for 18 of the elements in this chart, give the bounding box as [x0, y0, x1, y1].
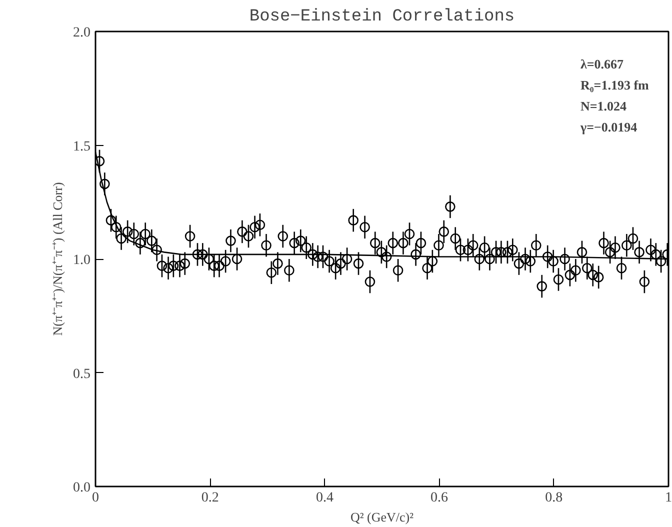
annotation: N=1.024	[580, 98, 628, 114]
y-tick-label: 0.0	[73, 480, 90, 496]
x-tick-label: 0.2	[201, 490, 219, 506]
y-tick-label: 1.5	[73, 139, 90, 154]
annotation: λ=0.667	[580, 56, 624, 72]
annotation: R₀=1.193 fm	[580, 78, 650, 92]
x-tick-label: 0.8	[545, 490, 563, 506]
chart-title: Bose−Einstein Correlations	[249, 8, 515, 26]
annotation: γ=−0.0194	[580, 120, 638, 134]
y-tick-label: 0.5	[73, 366, 90, 382]
x-tick-label: 0	[92, 490, 99, 506]
y-tick-label: 1.0	[73, 253, 90, 268]
x-tick-label: 1	[665, 490, 672, 506]
x-tick-label: 0.4	[316, 490, 334, 506]
y-tick-label: 2.0	[73, 26, 90, 40]
y-axis-title: N(π⁺⁻π⁺⁻)/N(π⁺⁻π⁻⁺) (All Corr)	[50, 182, 65, 336]
x-tick-label: 0.6	[430, 490, 448, 506]
x-axis-title: Q² (GeV/c)²	[350, 510, 414, 524]
